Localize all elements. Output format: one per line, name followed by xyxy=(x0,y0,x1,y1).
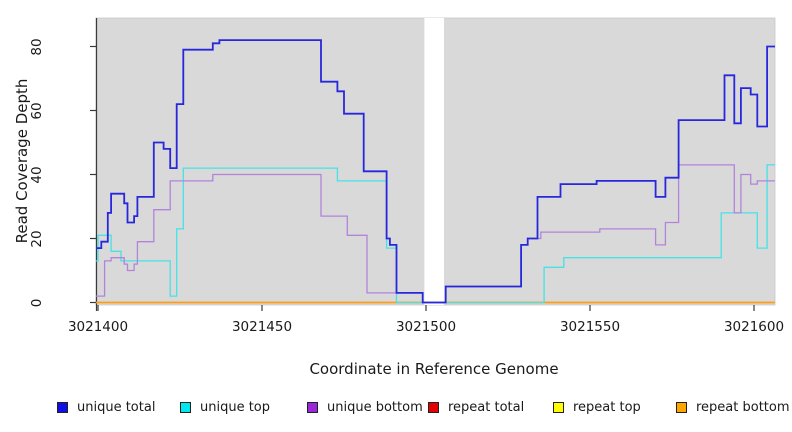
legend-label: repeat total xyxy=(448,399,525,415)
x-axis-title: Coordinate in Reference Genome xyxy=(309,360,559,378)
legend-item-unique-bottom: unique bottom xyxy=(307,399,423,415)
legend-label: unique top xyxy=(200,399,271,415)
series-unique-total xyxy=(96,39,775,304)
legend-swatch xyxy=(180,401,191,413)
legend-swatch xyxy=(676,401,687,413)
legend-item-repeat-top: repeat top xyxy=(553,399,641,415)
x-tick-label: 3021450 xyxy=(231,319,293,335)
masked-gap-band xyxy=(424,18,445,305)
y-tick-label: 0 xyxy=(29,298,45,307)
x-tick-label: 3021400 xyxy=(67,319,129,335)
legend-swatch xyxy=(57,401,68,413)
legend-item-unique-top: unique top xyxy=(180,399,270,415)
legend-swatch xyxy=(553,401,564,413)
x-tick-label: 3021550 xyxy=(559,319,621,335)
legend-item-unique-total: unique total xyxy=(57,399,155,415)
series-unique-top xyxy=(96,164,775,304)
legend-label: repeat bottom xyxy=(696,399,790,415)
legend-label: unique bottom xyxy=(327,399,423,415)
y-tick-label: 20 xyxy=(29,229,45,248)
legend-swatch xyxy=(428,401,439,413)
legend-item-repeat-total: repeat total xyxy=(428,399,524,415)
y-tick-label: 40 xyxy=(29,165,45,184)
x-tick-label: 3021500 xyxy=(395,319,457,335)
legend-label: repeat top xyxy=(573,399,641,415)
legend-label: unique total xyxy=(77,399,156,415)
x-tick-label: 3021600 xyxy=(723,319,785,335)
y-tick-label: 60 xyxy=(29,101,45,120)
legend-item-repeat-bottom: repeat bottom xyxy=(676,399,790,415)
y-tick-label: 80 xyxy=(29,37,45,56)
legend-swatch xyxy=(307,401,318,413)
